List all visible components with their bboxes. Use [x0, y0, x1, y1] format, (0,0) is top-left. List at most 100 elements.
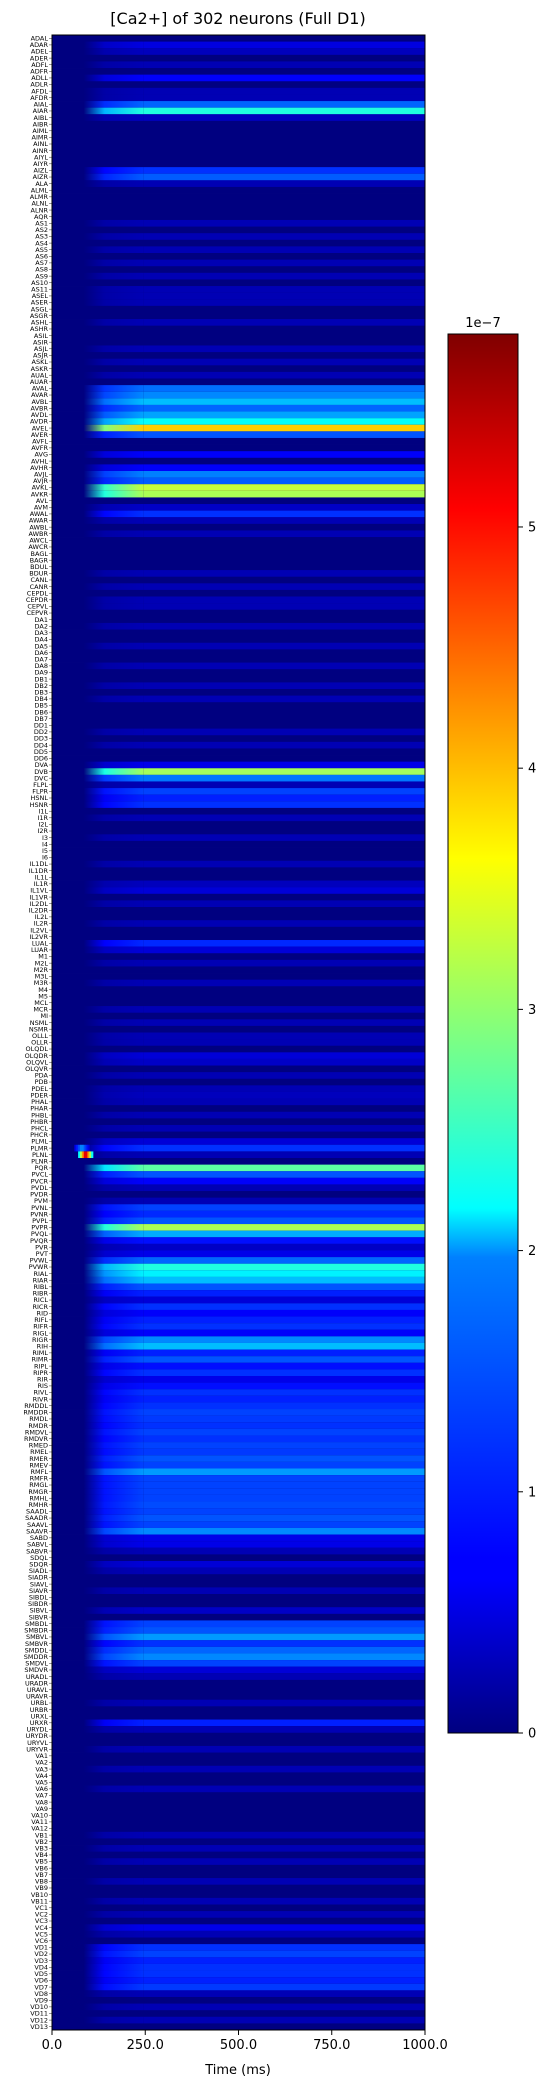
heatmap-cell-ramp [83, 418, 144, 426]
neuron-label: AS1 [35, 219, 48, 227]
heatmap-cell-ramp [83, 2016, 144, 2024]
neuron-label: AVBL [31, 398, 48, 406]
heatmap-cell-steady [143, 814, 425, 822]
heatmap-cell-baseline [52, 755, 425, 763]
heatmap-cell-steady [143, 1653, 425, 1661]
heatmap-cell-steady [143, 1422, 425, 1430]
heatmap-cell-ramp [83, 834, 144, 842]
neuron-label: AWCR [28, 543, 48, 551]
neuron-label: RIMR [31, 1356, 48, 1364]
neuron-label: DA5 [35, 642, 48, 650]
neuron-label: PVCR [31, 1177, 49, 1185]
heatmap-cell-steady [143, 1448, 425, 1456]
heatmap-cell-baseline [52, 999, 425, 1007]
heatmap-row [52, 424, 425, 432]
neuron-label: AIBL [34, 114, 49, 122]
heatmap-row [52, 371, 425, 379]
neuron-label: ADER [30, 54, 49, 62]
heatmap-cell-steady [143, 1224, 425, 1232]
neuron-label: AWBR [29, 530, 49, 538]
heatmap-cell-ramp [83, 979, 144, 987]
heatmap-cell-steady [143, 371, 425, 379]
heatmap-row [52, 107, 425, 115]
heatmap-cell-steady [143, 1395, 425, 1403]
heatmap-cell-steady [143, 114, 425, 122]
heatmap-cell-ramp [83, 1052, 144, 1060]
heatmap-cell-baseline [52, 54, 425, 62]
heatmap-cell-ramp [83, 1455, 144, 1463]
heatmap-row [52, 940, 425, 948]
neuron-label: M1 [38, 953, 48, 961]
neuron-label: I6 [42, 854, 48, 862]
heatmap-cell-ramp [83, 1983, 144, 1991]
neuron-label: VA11 [31, 1818, 48, 1826]
neuron-label: PVDL [31, 1184, 48, 1192]
heatmap-cell-transient [85, 1144, 88, 1152]
heatmap-cell-steady [143, 246, 425, 254]
neuron-label: AS3 [35, 233, 48, 241]
heatmap-cell-steady [143, 794, 425, 802]
heatmap-cell-steady [143, 1633, 425, 1641]
heatmap-cell-steady [143, 1673, 425, 1681]
heatmap-cell-steady [143, 622, 425, 630]
heatmap-row [52, 404, 425, 412]
heatmap-cell-steady [143, 1032, 425, 1040]
heatmap-cell-steady [143, 1336, 425, 1344]
neuron-label: VA3 [35, 1765, 48, 1773]
heatmap-cell-ramp [83, 464, 144, 472]
heatmap-row [52, 457, 425, 465]
heatmap-row [52, 893, 425, 901]
neuron-label: VB9 [35, 1884, 48, 1892]
neuron-label: RMDDR [23, 1409, 48, 1417]
heatmap-cell-baseline [52, 1739, 425, 1747]
heatmap-cell-steady [143, 451, 425, 459]
heatmap-cell-ramp [83, 1653, 144, 1661]
neuron-label: MCL [34, 999, 48, 1007]
heatmap-row [52, 1409, 425, 1417]
neuron-label: M3L [35, 973, 49, 981]
heatmap-row [52, 1290, 425, 1298]
heatmap-cell-ramp [83, 219, 144, 227]
neuron-label: VD9 [34, 1996, 48, 2004]
neuron-label: SMBDL [25, 1620, 48, 1628]
heatmap-cell-ramp [83, 1356, 144, 1364]
heatmap-row [52, 1567, 425, 1575]
heatmap-cell-steady [143, 272, 425, 280]
heatmap-cell-baseline [52, 708, 425, 716]
heatmap-cell-steady [143, 1316, 425, 1324]
heatmap-row [52, 1719, 425, 1727]
heatmap-cell-baseline [52, 748, 425, 756]
heatmap-cell-ramp [83, 1963, 144, 1971]
heatmap-cell-steady [143, 1250, 425, 1258]
heatmap-cell-baseline [52, 1679, 425, 1687]
heatmap-cell-baseline [52, 629, 425, 637]
neuron-label: RIR [37, 1376, 48, 1384]
neuron-label: RMFR [30, 1475, 49, 1483]
heatmap-row [52, 1257, 425, 1265]
heatmap-cell-baseline [52, 821, 425, 829]
heatmap-row [52, 649, 425, 657]
neuron-label: DD3 [34, 735, 48, 743]
heatmap-row [52, 834, 425, 842]
heatmap-cell-steady [143, 1164, 425, 1172]
heatmap-cell-ramp [83, 1587, 144, 1595]
heatmap-row [52, 332, 425, 340]
heatmap-row [52, 200, 425, 208]
heatmap-cell-ramp [83, 1858, 144, 1866]
heatmap-cell-steady [143, 1237, 425, 1245]
neuron-label: SABD [30, 1534, 48, 1542]
heatmap-row [52, 570, 425, 578]
heatmap-row [52, 1164, 425, 1172]
heatmap-row [52, 1316, 425, 1324]
heatmap-row [52, 1673, 425, 1681]
neuron-label: RMDL [29, 1415, 48, 1423]
neuron-label: VD5 [34, 1970, 48, 1978]
neuron-label: VA5 [35, 1778, 48, 1786]
colorbar-offset-text: 1e−7 [465, 316, 500, 331]
neuron-label: PHBR [30, 1118, 48, 1126]
heatmap-cell-baseline [52, 1891, 425, 1899]
neuron-label: SMBDR [24, 1627, 48, 1635]
heatmap-row [52, 708, 425, 716]
heatmap-cell-ramp [83, 1831, 144, 1839]
neuron-label: RMEV [29, 1461, 48, 1469]
